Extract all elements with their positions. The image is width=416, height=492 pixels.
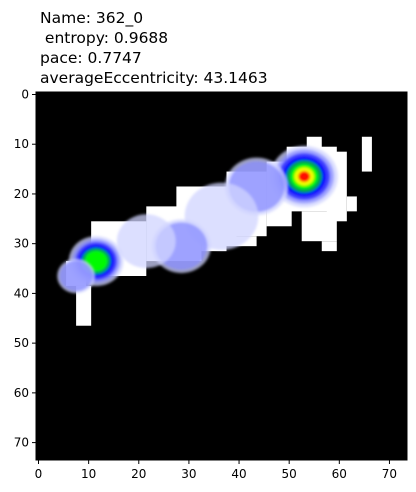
x-tick-label: 20	[131, 467, 146, 481]
x-tick-label: 40	[231, 467, 246, 481]
chart-title: Name: 362_0 entropy: 0.9688 pace: 0.7747…	[40, 9, 268, 87]
y-tick-label: 50	[14, 336, 29, 350]
visited-cell-block	[361, 136, 372, 172]
x-tick-label: 70	[382, 467, 397, 481]
title-line-pace: pace: 0.7747	[40, 49, 142, 67]
y-axis: 0 10 20 30 40 50 60 70	[14, 87, 36, 450]
x-tick-label: 30	[181, 467, 196, 481]
plot-area	[35, 91, 408, 461]
x-tick-label: 60	[332, 467, 347, 481]
y-tick-label: 10	[14, 137, 29, 151]
x-tick-label: 50	[282, 467, 297, 481]
y-tick-label: 30	[14, 237, 29, 251]
plot-frame	[35, 91, 408, 461]
title-line-entropy: entropy: 0.9688	[40, 29, 168, 47]
x-tick-label: 0	[35, 467, 43, 481]
y-tick-label: 0	[21, 87, 29, 101]
y-tick-label: 70	[14, 436, 29, 450]
visited-cell-block	[321, 241, 337, 252]
density-contour	[59, 260, 93, 292]
title-line-name: Name: 362_0	[40, 9, 143, 28]
density-peak	[116, 214, 176, 269]
visited-cell-block	[301, 211, 337, 242]
y-tick-label: 20	[14, 187, 29, 201]
y-tick-label: 60	[14, 386, 29, 400]
x-axis: 0 10 20 30 40 50 60 70	[35, 460, 397, 481]
density-peak	[57, 258, 96, 294]
density-contour	[298, 171, 311, 182]
visited-cell-block	[346, 196, 357, 212]
density-contour	[116, 214, 176, 269]
x-tick-label: 10	[81, 467, 96, 481]
density-peak	[270, 145, 338, 208]
density-layer	[57, 145, 338, 294]
title-line-eccentricity: averageEccentricity: 43.1463	[40, 69, 268, 87]
y-tick-label: 40	[14, 286, 29, 300]
visited-cell-block	[76, 285, 92, 326]
